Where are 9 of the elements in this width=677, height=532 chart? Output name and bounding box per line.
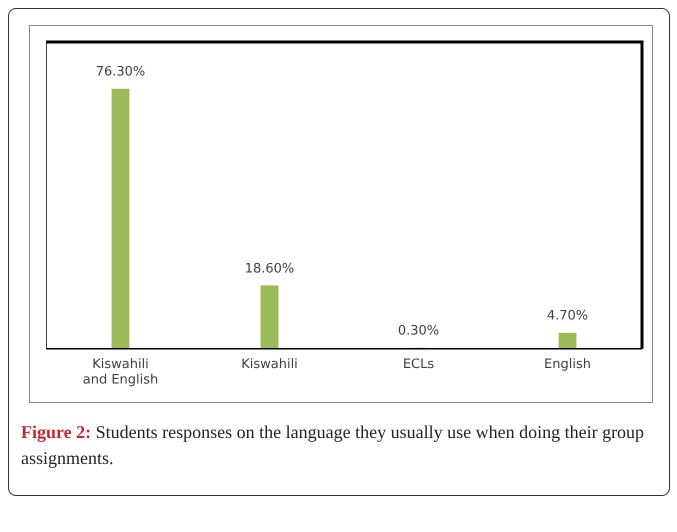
x-tick-label: English	[544, 356, 591, 372]
data-label: 18.60%	[244, 261, 294, 276]
x-tick-label: ECLs	[402, 356, 434, 372]
x-tick-label: Kiswahili and English	[82, 356, 158, 388]
x-tick-label: Kiswahili	[241, 356, 298, 372]
data-label: 4.70%	[546, 308, 588, 324]
caption: Figure 2: Students responses on the language they usually use when doing their group assignments.	[21, 422, 644, 468]
data-label: 0.30%	[398, 324, 440, 339]
data-label: 76.30%	[96, 64, 146, 80]
